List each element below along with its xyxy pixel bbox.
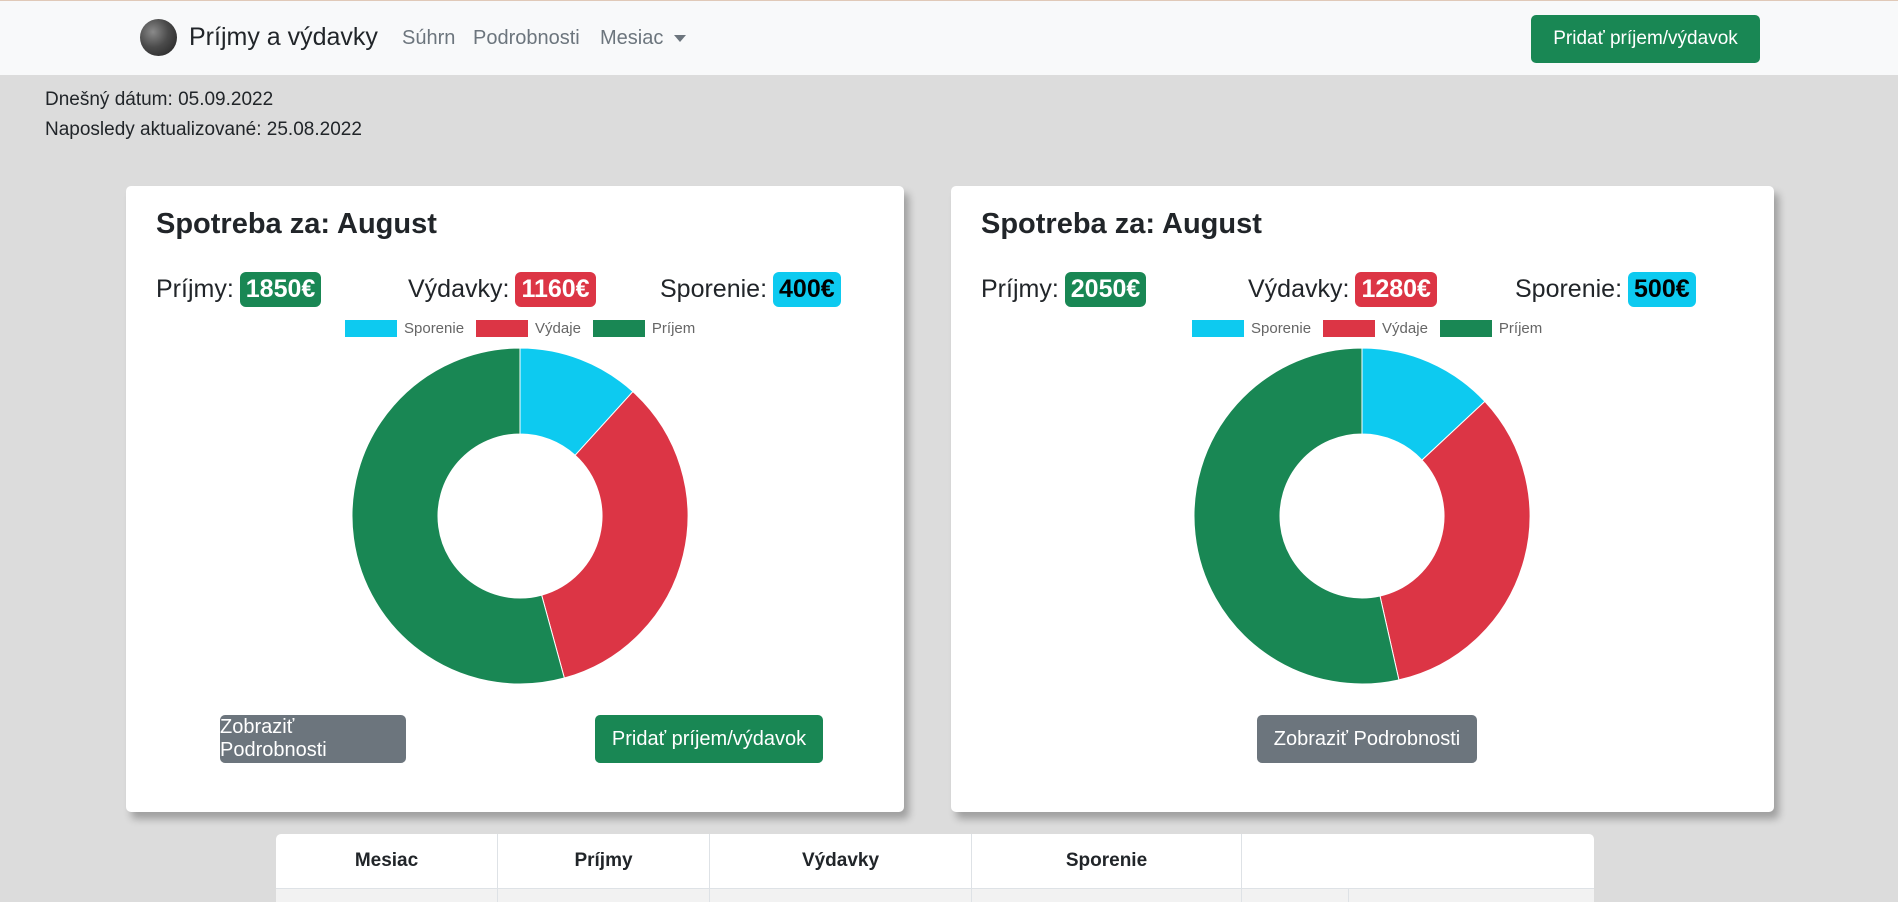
donut-chart[interactable] <box>1192 346 1532 686</box>
caret-down-icon <box>674 35 687 42</box>
legend-item-expense[interactable]: Výdaje <box>1323 320 1428 337</box>
legend-item-savings[interactable]: Sporenie <box>345 320 464 337</box>
savings-label: Sporenie: <box>1515 275 1623 303</box>
legend-swatch <box>1323 320 1376 337</box>
expense-stat: Výdavky: 1160€ <box>408 272 596 307</box>
table-cell-divider <box>971 888 972 902</box>
savings-stat: Sporenie: 400€ <box>660 272 841 307</box>
legend-label: Výdaje <box>1382 320 1428 337</box>
summary-card: Spotreba za: August Príjmy: 1850€ Výdavk… <box>126 186 904 812</box>
income-stat: Príjmy: 1850€ <box>156 272 322 307</box>
legend-item-income[interactable]: Príjem <box>592 320 696 337</box>
today-date: Dnešný dátum: 05.09.2022 <box>45 89 274 110</box>
table-cell-divider <box>1241 888 1242 902</box>
legend-item-savings[interactable]: Sporenie <box>1192 320 1311 337</box>
card-title: Spotreba za: August <box>981 208 1262 240</box>
income-label: Príjmy: <box>156 275 234 303</box>
table-header-month[interactable]: Mesiac <box>276 834 498 888</box>
brand[interactable]: Príjmy a výdavky <box>140 19 378 56</box>
income-badge: 2050€ <box>1064 272 1147 307</box>
slice-expense[interactable] <box>541 390 689 679</box>
legend-swatch <box>345 320 397 337</box>
show-details-button[interactable]: Zobraziť Podrobnosti <box>220 715 406 763</box>
table-header-actions <box>1242 834 1594 888</box>
income-label: Príjmy: <box>981 275 1059 303</box>
brand-logo <box>140 19 177 56</box>
donut-chart[interactable] <box>350 346 690 686</box>
table-cell-divider <box>497 888 498 902</box>
table-row[interactable] <box>276 888 1594 902</box>
last-updated-date: Naposledy aktualizované: 25.08.2022 <box>45 119 362 140</box>
table-cell-divider <box>1348 888 1349 902</box>
slice-income[interactable] <box>351 347 565 685</box>
legend-label: Príjem <box>651 320 696 337</box>
legend-swatch <box>476 320 529 337</box>
expense-label: Výdavky: <box>408 275 510 303</box>
table-header-savings[interactable]: Sporenie <box>972 834 1242 888</box>
legend-label: Sporenie <box>404 320 465 337</box>
table-header-expense[interactable]: Výdavky <box>710 834 972 888</box>
nav-dropdown-month[interactable]: Mesiac <box>600 27 687 50</box>
legend-swatch <box>1439 320 1492 337</box>
legend-item-income[interactable]: Príjem <box>1439 320 1543 337</box>
income-badge: 1850€ <box>239 272 322 307</box>
savings-stat: Sporenie: 500€ <box>1515 272 1696 307</box>
card-title: Spotreba za: August <box>156 208 437 240</box>
table-header-income[interactable]: Príjmy <box>498 834 710 888</box>
add-entry-card-button[interactable]: Pridať príjem/výdavok <box>595 715 823 763</box>
savings-badge: 400€ <box>773 272 841 307</box>
nav-link-summary[interactable]: Súhrn <box>402 27 456 49</box>
slice-income[interactable] <box>1193 347 1400 685</box>
nav-dropdown-month-label: Mesiac <box>600 27 664 49</box>
summary-table: Mesiac Príjmy Výdavky Sporenie <box>276 834 1594 902</box>
navbar: Príjmy a výdavky Súhrn Podrobnosti Mesia… <box>0 0 1898 75</box>
chart-legend: Sporenie Výdaje Príjem <box>345 320 707 337</box>
legend-label: Príjem <box>1498 320 1543 337</box>
expense-badge: 1280€ <box>1355 272 1437 307</box>
nav-link-details[interactable]: Podrobnosti <box>473 27 580 49</box>
show-details-button[interactable]: Zobraziť Podrobnosti <box>1257 715 1477 763</box>
expense-badge: 1160€ <box>515 272 596 307</box>
savings-label: Sporenie: <box>660 275 768 303</box>
legend-label: Sporenie <box>1251 320 1312 337</box>
legend-swatch <box>592 320 645 337</box>
summary-card: Spotreba za: August Príjmy: 2050€ Výdavk… <box>951 186 1774 812</box>
table-cell-divider <box>709 888 710 902</box>
slice-expense[interactable] <box>1379 400 1531 681</box>
chart-legend: Sporenie Výdaje Príjem <box>1192 320 1554 337</box>
expense-stat: Výdavky: 1280€ <box>1248 272 1437 307</box>
legend-label: Výdaje <box>535 320 581 337</box>
savings-badge: 500€ <box>1628 272 1696 307</box>
legend-item-expense[interactable]: Výdaje <box>476 320 581 337</box>
brand-title: Príjmy a výdavky <box>189 23 378 51</box>
add-entry-button[interactable]: Pridať príjem/výdavok <box>1531 15 1760 63</box>
income-stat: Príjmy: 2050€ <box>981 272 1147 307</box>
legend-swatch <box>1192 320 1244 337</box>
expense-label: Výdavky: <box>1248 275 1350 303</box>
